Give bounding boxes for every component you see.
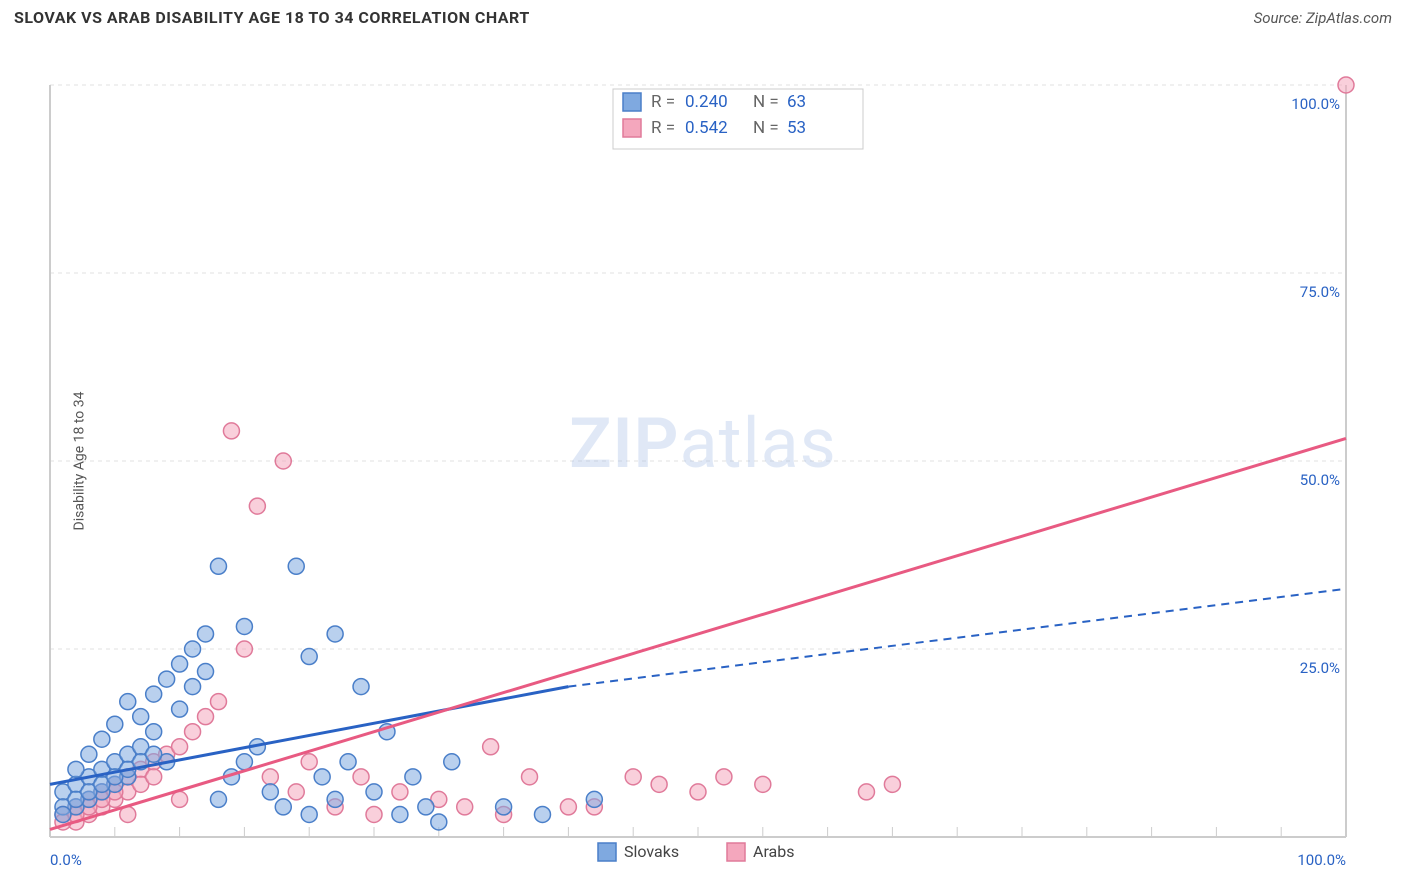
svg-text:R =: R = <box>651 118 675 138</box>
svg-text:N =: N = <box>753 92 779 112</box>
scatter-plot: 0.0% 100.0% 25.0% 50.0% 75.0% 100.0% R = 0.240 N… <box>0 35 1406 887</box>
svg-text:53: 53 <box>787 118 806 138</box>
svg-text:R =: R = <box>651 92 675 112</box>
svg-text:N =: N = <box>753 118 779 138</box>
chart-source: Source: ZipAtlas.com <box>1254 9 1392 27</box>
svg-text:25.0%: 25.0% <box>1300 659 1340 677</box>
svg-text:50.0%: 50.0% <box>1300 471 1340 489</box>
svg-text:63: 63 <box>787 92 806 112</box>
svg-text:0.542: 0.542 <box>685 118 728 138</box>
svg-text:75.0%: 75.0% <box>1300 283 1340 301</box>
chart-title: SLOVAK VS ARAB DISABILITY AGE 18 TO 34 C… <box>14 8 530 27</box>
svg-text:100.0%: 100.0% <box>1291 95 1340 113</box>
svg-text:100.0%: 100.0% <box>1297 851 1346 869</box>
svg-text:0.240: 0.240 <box>685 92 728 112</box>
svg-text:Arabs: Arabs <box>753 842 795 861</box>
chart-area: Disability Age 18 to 34 ZIPatlas 0.0%100… <box>0 35 1406 887</box>
chart-header: SLOVAK VS ARAB DISABILITY AGE 18 TO 34 C… <box>0 0 1406 35</box>
y-axis-label: Disability Age 18 to 34 <box>71 392 87 531</box>
svg-text:0.0%: 0.0% <box>50 851 82 869</box>
svg-text:Slovaks: Slovaks <box>624 842 679 861</box>
